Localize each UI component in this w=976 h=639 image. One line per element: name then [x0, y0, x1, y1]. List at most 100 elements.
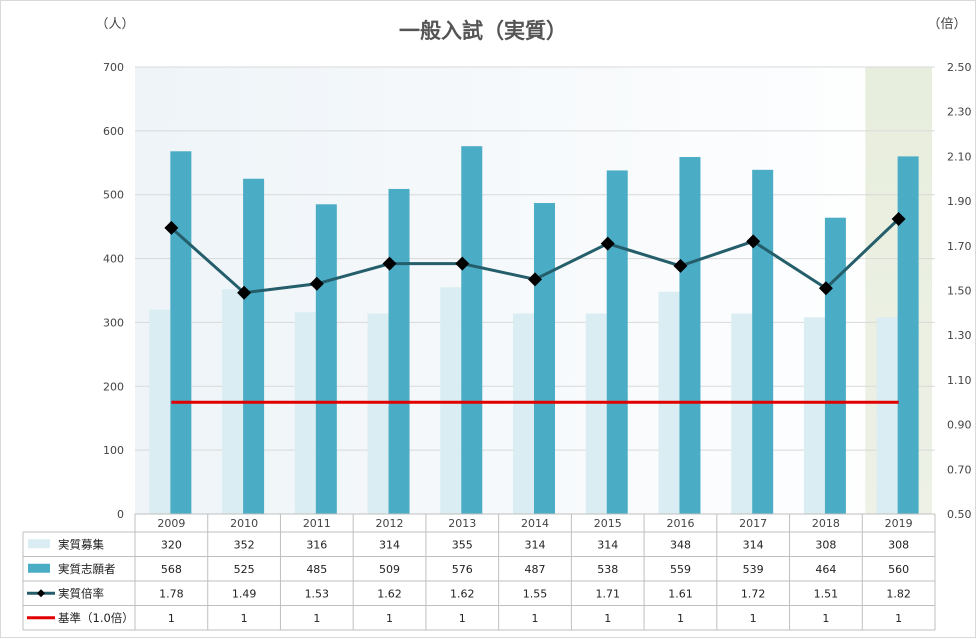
- ratio-point: [309, 276, 324, 291]
- bar-recruit: [294, 312, 316, 514]
- data-cell: 1.53: [305, 587, 330, 600]
- legend-label: 基準（1.0倍）: [58, 611, 134, 625]
- data-cell: 355: [452, 538, 473, 551]
- data-cell: 1.78: [159, 587, 184, 600]
- bar-recruit: [731, 313, 753, 514]
- ratio-point: [891, 211, 906, 226]
- bar-recruit: [513, 313, 534, 514]
- category-label: 2012: [376, 517, 404, 530]
- ratio-point: [746, 234, 761, 249]
- bar-recruit: [149, 309, 171, 514]
- y-right-tick: 1.10: [947, 374, 972, 387]
- data-cell: 1.72: [741, 587, 766, 600]
- bar-applicant: [170, 151, 192, 514]
- y-right-tick: 2.10: [947, 150, 972, 163]
- ratio-point: [528, 272, 542, 287]
- y-right-tick: 1.50: [947, 285, 972, 298]
- y-left-tick: 200: [103, 380, 124, 393]
- data-cell: 1.62: [450, 587, 475, 600]
- y-left-tick: 500: [103, 189, 124, 202]
- data-cell: 314: [379, 538, 400, 551]
- legend-key-1: [28, 563, 50, 573]
- bar-recruit: [585, 313, 607, 514]
- data-cell: 560: [888, 563, 909, 576]
- data-cell: 1: [532, 612, 539, 625]
- legend-label: 実質倍率: [58, 586, 104, 600]
- ratio-point: [600, 236, 615, 251]
- data-cell: 1.61: [668, 587, 693, 600]
- y-right-tick: 0.90: [947, 419, 972, 432]
- data-cell: 1: [459, 612, 466, 625]
- category-label: 2011: [303, 517, 331, 530]
- y-right-tick: 1.70: [947, 240, 972, 253]
- legend-label: 実質志願者: [58, 562, 116, 576]
- chart-title: 一般入試（実質）: [399, 19, 567, 43]
- data-cell: 1: [677, 612, 684, 625]
- data-cell: 314: [597, 538, 618, 551]
- data-cell: 308: [888, 538, 909, 551]
- data-cell: 538: [597, 563, 618, 576]
- legend-key-marker: [37, 589, 45, 598]
- ratio-point: [818, 281, 833, 296]
- y-left-tick: 0: [117, 508, 124, 521]
- category-label: 2010: [230, 517, 258, 530]
- data-cell: 1: [386, 612, 393, 625]
- data-cell: 1.71: [595, 587, 620, 600]
- y-right-tick: 2.30: [947, 106, 972, 119]
- data-cell: 1.55: [523, 587, 548, 600]
- category-label: 2009: [157, 517, 185, 530]
- data-cell: 539: [743, 563, 764, 576]
- category-label: 2019: [885, 517, 913, 530]
- data-cell: 316: [306, 538, 327, 551]
- bar-applicant: [388, 188, 410, 514]
- data-cell: 308: [815, 538, 836, 551]
- y-left-tick: 300: [103, 316, 124, 329]
- category-label: 2016: [666, 517, 694, 530]
- data-cell: 509: [379, 563, 400, 576]
- legend-key-0: [28, 539, 50, 549]
- data-cell: 464: [815, 563, 836, 576]
- y-right-unit: （倍）: [927, 17, 966, 32]
- data-cell: 1.62: [377, 587, 402, 600]
- data-cell: 1: [822, 612, 829, 625]
- y-right-tick: 2.50: [947, 61, 972, 74]
- category-label: 2018: [812, 517, 840, 530]
- y-right-tick: 1.30: [947, 329, 972, 342]
- bar-applicant: [461, 146, 483, 514]
- y-left-unit: （人）: [95, 17, 134, 32]
- bar-recruit: [367, 313, 389, 514]
- y-right-tick: 1.90: [947, 195, 972, 208]
- data-cell: 1: [604, 612, 611, 625]
- data-cell: 1: [895, 612, 902, 625]
- category-label: 2014: [521, 517, 549, 530]
- category-label: 2015: [594, 517, 622, 530]
- y-right-tick: 0.50: [947, 508, 972, 521]
- data-cell: 487: [525, 563, 546, 576]
- legend-label: 実質募集: [58, 537, 104, 551]
- y-left-tick: 100: [103, 444, 124, 457]
- ratio-point: [164, 220, 179, 235]
- bar-applicant: [824, 217, 846, 514]
- y-left-tick: 700: [103, 61, 124, 74]
- bar-applicant: [243, 178, 265, 514]
- data-cell: 525: [234, 563, 255, 576]
- data-cell: 1.49: [232, 587, 257, 600]
- category-label: 2017: [739, 517, 767, 530]
- bar-applicant: [534, 203, 555, 514]
- data-cell: 485: [306, 563, 327, 576]
- bar-applicant: [897, 156, 919, 514]
- y-left-tick: 600: [103, 125, 124, 138]
- data-cell: 1: [750, 612, 757, 625]
- ratio-point: [455, 256, 470, 271]
- ratio-point: [237, 285, 252, 300]
- data-cell: 1.51: [814, 587, 839, 600]
- data-cell: 576: [452, 563, 473, 576]
- data-cell: 348: [670, 538, 691, 551]
- y-left-tick: 400: [103, 253, 124, 266]
- data-cell: 352: [234, 538, 255, 551]
- data-cell: 559: [670, 563, 691, 576]
- data-cell: 1: [168, 612, 175, 625]
- bar-recruit: [876, 317, 898, 514]
- data-cell: 1: [313, 612, 320, 625]
